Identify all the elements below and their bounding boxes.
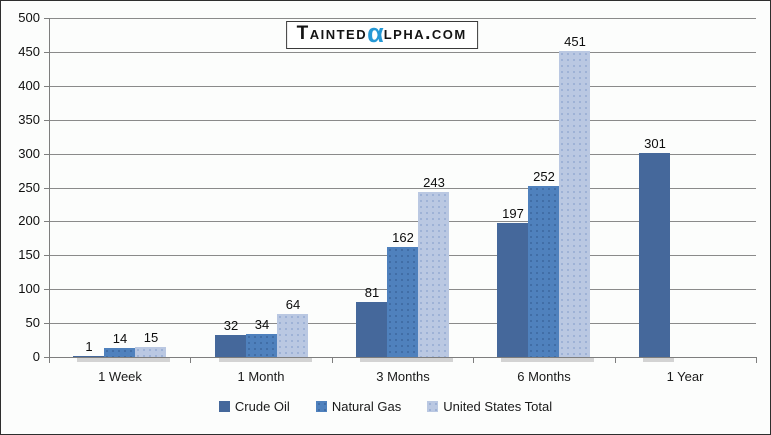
bar <box>559 51 590 357</box>
legend-label: Crude Oil <box>234 399 290 414</box>
bar-value-label: 243 <box>423 175 445 190</box>
bar-value-label: 1 <box>85 339 93 354</box>
chart-legend: Crude Oil Natural Gas United States Total <box>1 399 770 414</box>
bar <box>104 348 135 357</box>
gridline <box>49 120 756 121</box>
y-axis-label: 300 <box>18 146 40 161</box>
bar <box>135 347 166 357</box>
bar <box>215 335 246 357</box>
y-axis-line <box>49 18 50 358</box>
x-axis-tick <box>756 357 757 363</box>
bar <box>497 223 528 357</box>
x-axis-tick <box>615 357 616 363</box>
x-category-label: 3 Months <box>376 369 430 384</box>
bar <box>387 247 418 357</box>
bar <box>73 356 104 357</box>
bar <box>277 314 308 357</box>
taintedalpha-logo: Taintedαlpha.com <box>285 18 478 49</box>
x-axis-line <box>49 357 757 358</box>
y-axis-label: 150 <box>18 247 40 262</box>
y-axis-label: 50 <box>25 315 40 330</box>
gridline <box>49 188 756 189</box>
gridline <box>49 154 756 155</box>
y-axis-label: 450 <box>18 44 40 59</box>
gridline <box>49 18 756 19</box>
logo-text-prefix: Tainted <box>296 23 368 44</box>
bar-shadow <box>501 358 594 362</box>
y-axis-label: 350 <box>18 112 40 127</box>
bar-value-label: 301 <box>644 136 666 151</box>
bar-value-label: 81 <box>364 285 380 300</box>
legend-swatch <box>218 401 230 412</box>
y-axis-tick <box>44 255 49 256</box>
y-axis-tick <box>44 188 49 189</box>
bar-shadow <box>643 358 674 362</box>
legend-swatch <box>427 401 439 412</box>
x-axis-tick <box>190 357 191 363</box>
y-axis-tick <box>44 323 49 324</box>
x-category-label: 1 Week <box>98 369 142 384</box>
y-axis-label: 200 <box>18 213 40 228</box>
legend-swatch <box>315 401 327 412</box>
y-axis-tick <box>44 221 49 222</box>
y-axis-tick <box>44 86 49 87</box>
bar-value-label: 252 <box>533 169 555 184</box>
bar-value-label: 451 <box>564 34 586 49</box>
y-axis-tick <box>44 52 49 53</box>
x-category-label: 6 Months <box>517 369 571 384</box>
gridline <box>49 52 756 53</box>
bar <box>246 334 277 357</box>
bar-shadow <box>77 358 170 362</box>
x-axis-tick <box>332 357 333 363</box>
y-axis-label: 500 <box>18 10 40 25</box>
bar <box>356 302 387 357</box>
x-category-label: 1 Year <box>666 369 704 384</box>
legend-label: United States Total <box>443 399 553 414</box>
bar <box>639 153 670 357</box>
bar-value-label: 197 <box>502 206 524 221</box>
y-axis-label: 250 <box>18 180 40 195</box>
x-category-label: 1 Month <box>237 369 285 384</box>
y-axis-tick <box>44 120 49 121</box>
logo-text-suffix: lpha.com <box>383 23 467 44</box>
gridline <box>49 86 756 87</box>
bar <box>528 186 559 357</box>
bar-shadow <box>360 358 453 362</box>
bar-value-label: 32 <box>223 318 239 333</box>
y-axis-tick <box>44 18 49 19</box>
y-axis-label: 0 <box>32 349 40 364</box>
y-axis-tick <box>44 289 49 290</box>
bar-value-label: 15 <box>143 330 159 345</box>
y-axis-label: 100 <box>18 281 40 296</box>
bar-value-label: 162 <box>392 230 414 245</box>
bar <box>418 192 449 357</box>
legend-item: Natural Gas <box>315 399 402 414</box>
bar-value-label: 64 <box>285 297 301 312</box>
x-axis-tick <box>49 357 50 363</box>
alpha-logo-glyph: α <box>367 18 384 48</box>
bar-value-label: 14 <box>112 331 128 346</box>
gridline <box>49 221 756 222</box>
legend-item: United States Total <box>427 399 552 414</box>
legend-item: Crude Oil <box>218 399 290 414</box>
legend-label: Natural Gas <box>331 399 402 414</box>
y-axis-tick <box>44 357 49 358</box>
bar-shadow <box>219 358 312 362</box>
y-axis-label: 400 <box>18 78 40 93</box>
bar-value-label: 34 <box>254 317 270 332</box>
x-axis-tick <box>473 357 474 363</box>
y-axis-tick <box>44 154 49 155</box>
